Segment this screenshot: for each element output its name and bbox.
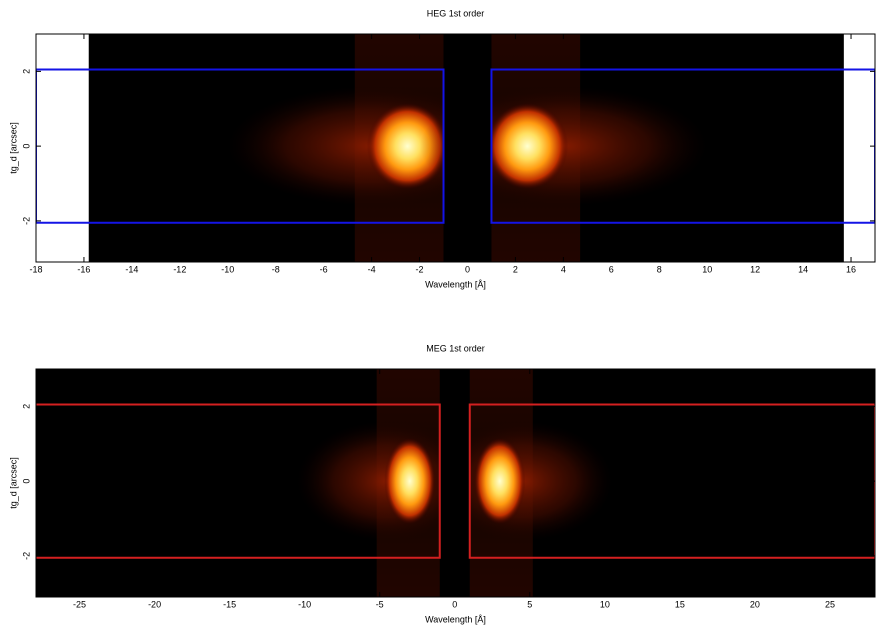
frame: [35, 368, 876, 598]
x-tick-label: 6: [609, 264, 614, 274]
x-tick-label: 15: [675, 599, 685, 609]
title: HEG 1st order: [427, 8, 485, 18]
x-tick-label: -16: [77, 264, 90, 274]
y-tick-label: 2: [21, 69, 31, 74]
frame: [35, 33, 876, 263]
x-tick-label: 20: [750, 599, 760, 609]
x-tick-label: -20: [148, 599, 161, 609]
x-tick-label: 25: [825, 599, 835, 609]
x-axis-label: Wavelength [Å]: [425, 279, 486, 289]
x-tick-label: -12: [173, 264, 186, 274]
x-tick-label: 16: [846, 264, 856, 274]
x-tick-label: -8: [272, 264, 280, 274]
peak: [474, 438, 526, 525]
x-tick-label: -10: [298, 599, 311, 609]
x-tick-label: -6: [320, 264, 328, 274]
y-tick-label: -2: [21, 217, 31, 225]
x-tick-label: 10: [600, 599, 610, 609]
y-tick-label: -2: [21, 552, 31, 560]
y-tick-label: 0: [21, 144, 31, 149]
x-axis-label: Wavelength [Å]: [425, 614, 486, 624]
peak: [384, 438, 436, 525]
x-tick-label: 8: [657, 264, 662, 274]
y-axis-label: tg_d [arcsec]: [8, 457, 18, 509]
peak: [366, 103, 449, 190]
x-tick-label: 12: [750, 264, 760, 274]
y-axis-label: tg_d [arcsec]: [8, 122, 18, 174]
region: [36, 68, 445, 224]
title: MEG 1st order: [426, 343, 485, 353]
gap: [443, 34, 492, 262]
x-tick-label: -5: [376, 599, 384, 609]
x-tick-label: -2: [416, 264, 424, 274]
x-tick-label: 0: [465, 264, 470, 274]
heatmap: [36, 369, 875, 597]
x-tick-label: -10: [221, 264, 234, 274]
region: [468, 403, 875, 559]
x-tick-label: 0: [452, 599, 457, 609]
x-tick-label: 2: [513, 264, 518, 274]
x-tick-label: -4: [368, 264, 376, 274]
panel: -18 -16 -14 -12 -10 -8 -6 -4 -2 0 2 4 6 8 10 12 14 16 -2 0 2…: [8, 8, 876, 289]
peak: [486, 103, 569, 190]
region: [490, 68, 875, 224]
x-tick-label: -14: [125, 264, 138, 274]
x-tick-label: 5: [527, 599, 532, 609]
heatmap: [36, 34, 875, 262]
x-tick-label: -18: [29, 264, 42, 274]
x-tick-label: 4: [561, 264, 566, 274]
x-tick-label: 14: [798, 264, 808, 274]
region: [36, 403, 441, 559]
x-tick-label: -25: [73, 599, 86, 609]
y-tick-label: 2: [21, 404, 31, 409]
x-tick-label: 10: [702, 264, 712, 274]
y-tick-label: 0: [21, 479, 31, 484]
gap: [439, 369, 470, 597]
x-tick-label: -15: [223, 599, 236, 609]
